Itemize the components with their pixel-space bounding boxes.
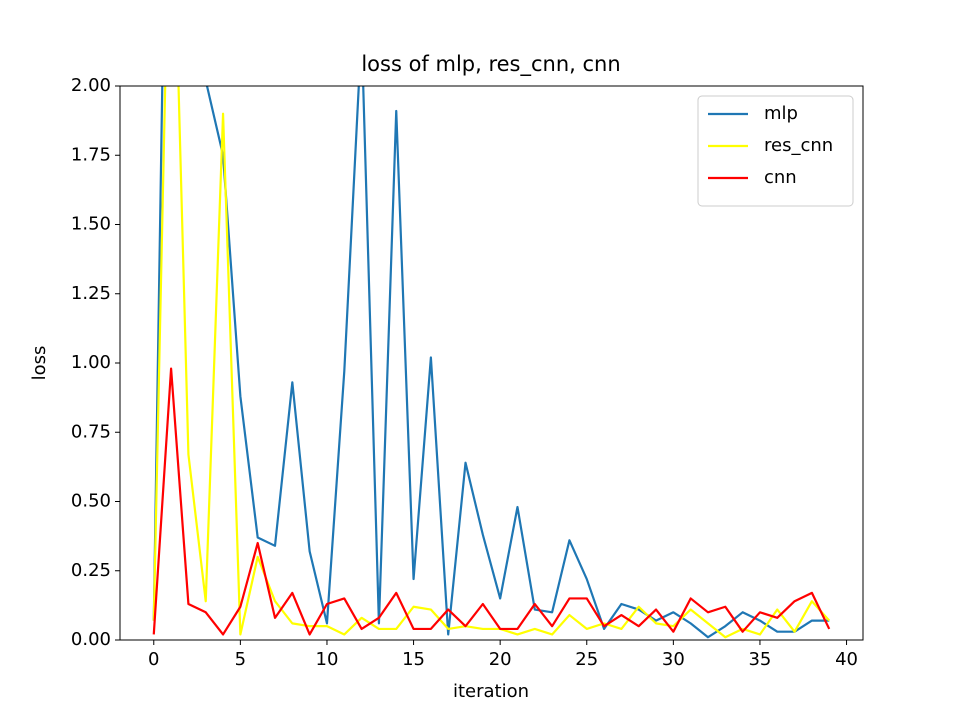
x-tick-label: 35 — [748, 649, 771, 670]
x-tick-label: 25 — [575, 649, 598, 670]
y-tick-label: 1.50 — [71, 214, 111, 235]
y-tick-label: 0.75 — [71, 421, 111, 442]
y-tick-label: 0.50 — [71, 491, 111, 512]
plot-lines — [152, 86, 831, 639]
y-tick-label: 0.25 — [71, 560, 111, 581]
x-tick-label: 40 — [835, 649, 858, 670]
chart-title: loss of mlp, res_cnn, cnn — [361, 52, 620, 77]
y-axis-label: loss — [29, 346, 50, 381]
legend-label: mlp — [764, 103, 798, 124]
y-tick-label: 1.25 — [71, 283, 111, 304]
x-tick-label: 10 — [316, 649, 339, 670]
plot-frame — [119, 85, 864, 641]
y-tick-label: 1.75 — [71, 144, 111, 165]
x-tick-label: 30 — [662, 649, 685, 670]
y-tick-label: 2.00 — [71, 75, 111, 96]
x-tick-label: 5 — [235, 649, 246, 670]
legend-label: cnn — [764, 167, 797, 188]
x-tick-label: 15 — [402, 649, 425, 670]
y-tick-label: 0.00 — [71, 629, 111, 650]
series-line — [152, 367, 831, 636]
legend-label: res_cnn — [764, 135, 833, 156]
x-tick-label: 0 — [148, 649, 159, 670]
x-tick-label: 20 — [489, 649, 512, 670]
y-tick-label: 1.00 — [71, 352, 111, 373]
x-axis-label: iteration — [453, 681, 529, 702]
